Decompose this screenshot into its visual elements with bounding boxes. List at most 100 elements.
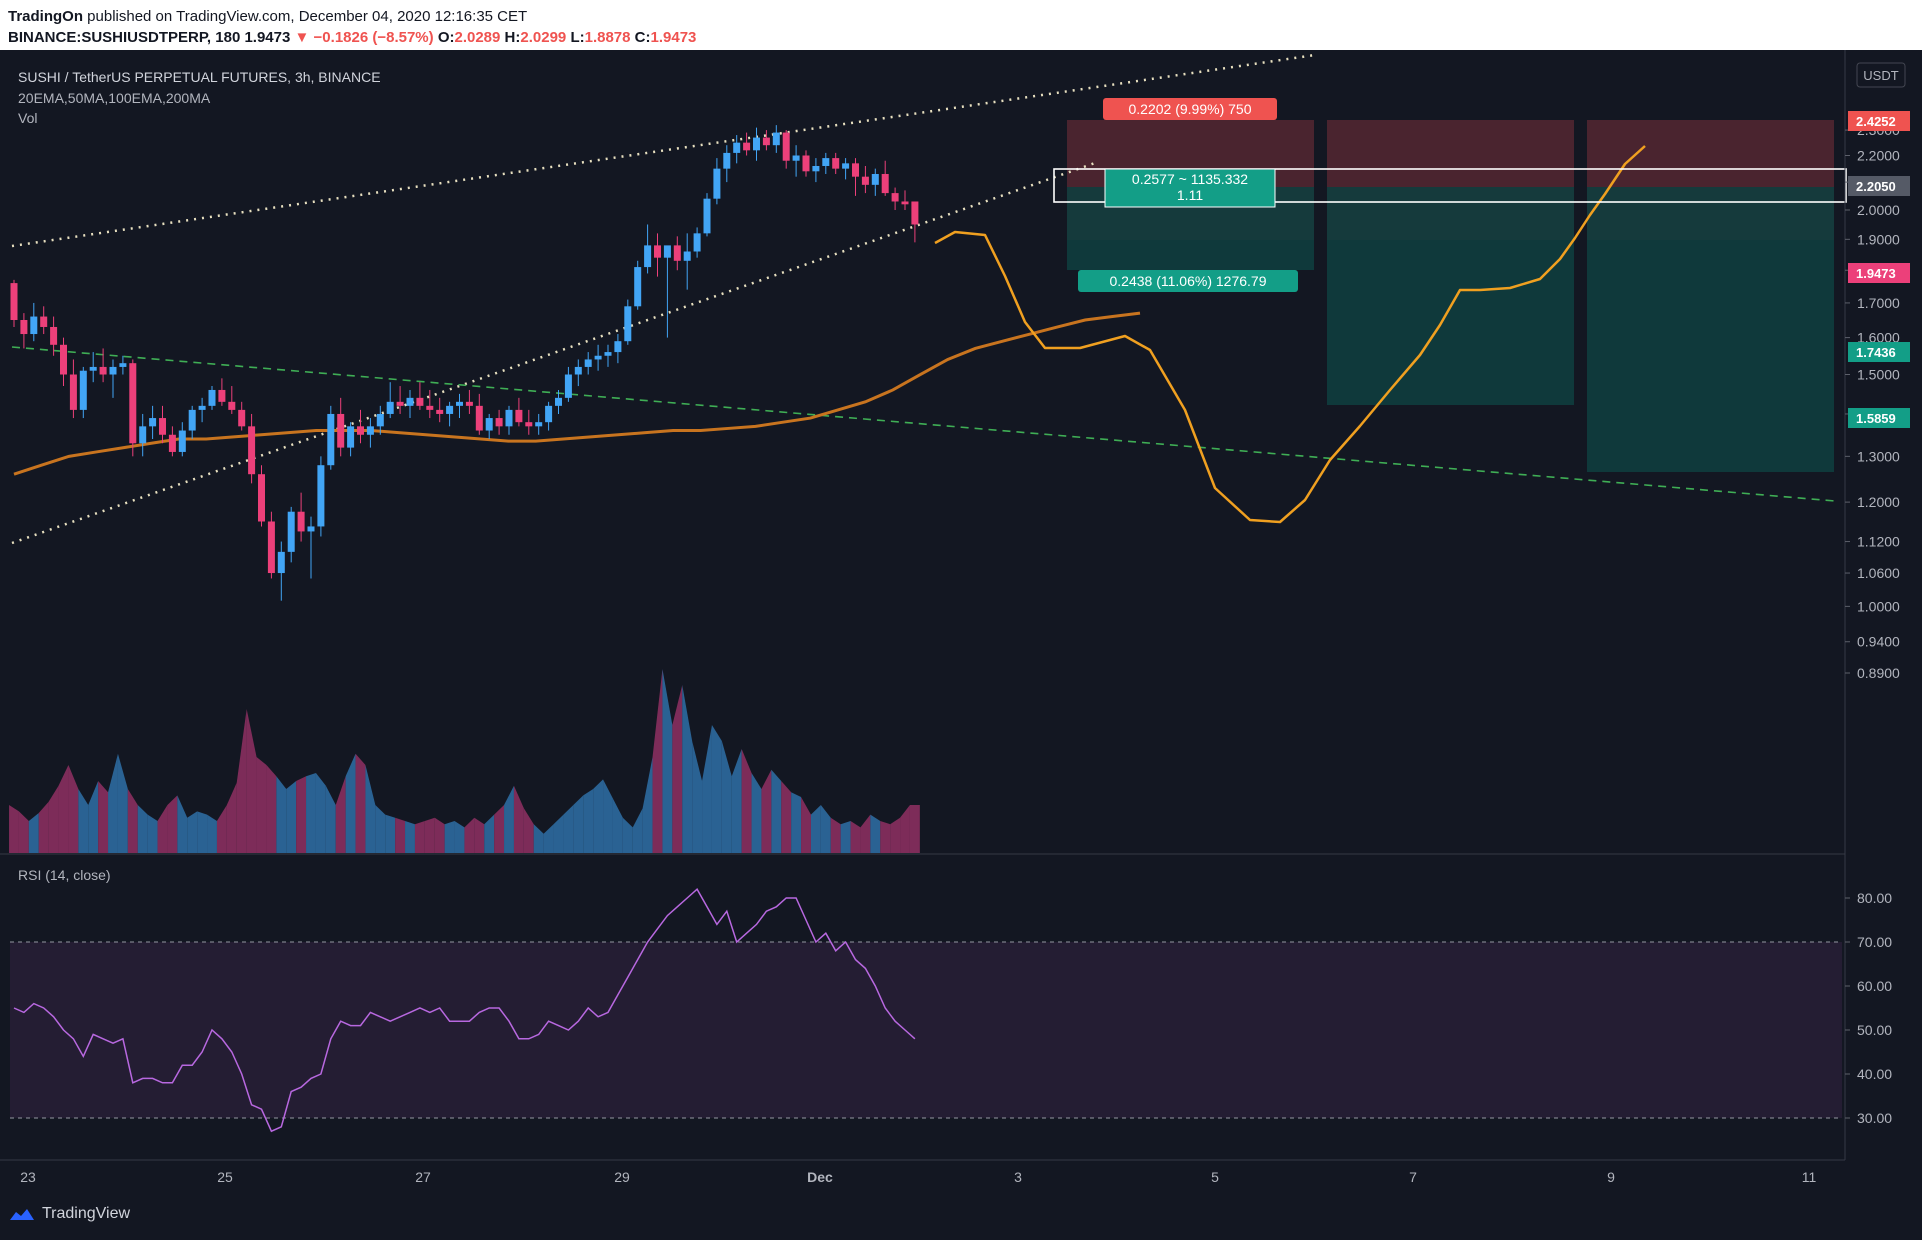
volume-bar xyxy=(296,776,307,853)
tag-t2-bg xyxy=(1848,408,1910,428)
volume-area xyxy=(9,669,920,853)
volume-bar xyxy=(197,811,208,853)
volume-bar xyxy=(741,749,752,853)
entry-box[interactable] xyxy=(1053,168,1847,203)
rsi-line xyxy=(13,888,916,1133)
time-tick-label: 23 xyxy=(20,1169,36,1185)
volume-bar xyxy=(840,821,851,853)
volume-bar xyxy=(385,814,396,853)
volume-bar xyxy=(563,805,574,853)
volume-bar xyxy=(850,821,861,853)
candle-body xyxy=(287,511,295,552)
tag-top-bg xyxy=(1848,111,1910,131)
tag-entry-bg xyxy=(1848,176,1910,196)
candle-body xyxy=(911,201,919,225)
time-tick-label: 27 xyxy=(415,1169,431,1185)
rsi-legend: RSI (14, close) xyxy=(18,867,111,883)
candle-body xyxy=(654,245,661,258)
volume-bar xyxy=(890,817,901,853)
cloud-logo-icon xyxy=(10,1209,34,1220)
currency-badge[interactable] xyxy=(1856,62,1906,88)
currency-label: USDT xyxy=(1863,68,1898,83)
volume-bar xyxy=(9,805,19,853)
volume-bar xyxy=(583,789,594,853)
candle-body xyxy=(881,173,889,194)
volume-bar xyxy=(18,811,29,853)
rsi-tick-label: 50.00 xyxy=(1857,1022,1892,1038)
candle-body xyxy=(297,511,305,532)
candle-body xyxy=(525,422,533,427)
support-trend-line[interactable] xyxy=(11,346,1836,502)
price-tick-label: 1.2000 xyxy=(1857,494,1900,510)
down-arrow-icon: ▼ xyxy=(294,29,310,46)
published-text: published on TradingView.com, December 0… xyxy=(87,8,528,25)
upper-channel-line[interactable] xyxy=(11,53,1316,248)
volume-bar xyxy=(731,749,742,853)
volume-bar xyxy=(157,805,168,853)
candle-body xyxy=(416,397,424,406)
volume-bar xyxy=(612,798,623,853)
candle-body xyxy=(535,422,543,427)
volume-bar xyxy=(68,765,79,853)
time-tick-label: 29 xyxy=(614,1169,630,1185)
candle-body xyxy=(188,409,196,431)
candle-body xyxy=(139,426,147,444)
low-label: L: xyxy=(570,29,585,46)
rsi-tick-label: 30.00 xyxy=(1857,1110,1892,1126)
candle-body xyxy=(89,366,97,371)
volume-bar xyxy=(692,741,703,853)
volume-bar xyxy=(474,817,485,853)
box-label-line2: 1.11 xyxy=(1177,187,1203,203)
price-tick-label: 1.0000 xyxy=(1857,598,1900,614)
candle-body xyxy=(891,193,899,202)
price-tick-label: 1.9000 xyxy=(1857,231,1900,247)
volume-bar xyxy=(108,753,118,853)
symbol-label: BINANCE:SUSHIUSDTPERP, 180 xyxy=(8,29,241,46)
rsi-tick-label: 40.00 xyxy=(1857,1066,1892,1082)
volume-bar xyxy=(187,811,198,853)
volume-bar xyxy=(523,808,534,853)
candle-body xyxy=(802,155,810,172)
candle-body xyxy=(693,233,701,252)
candle-body xyxy=(60,344,67,375)
candle-body xyxy=(812,165,820,172)
tag-t1: 1.7436 xyxy=(1856,345,1896,360)
volume-bar xyxy=(424,817,435,853)
candle-body xyxy=(168,434,176,452)
volume-bar xyxy=(365,765,376,853)
price-chart[interactable]: 0.2577 ~ 1135.332 1.11 0.2202 (9.99%) 75… xyxy=(0,50,1922,1200)
volume-bar xyxy=(286,781,297,853)
candle-body xyxy=(446,405,454,414)
tradingview-logo[interactable]: TradingView xyxy=(8,1205,130,1223)
publisher-name: TradingOn xyxy=(8,8,83,25)
candle-body xyxy=(555,397,562,406)
candle-body xyxy=(69,374,77,410)
candle-body xyxy=(366,426,374,435)
volume-bar xyxy=(216,805,227,853)
candle-body xyxy=(545,405,553,423)
time-axis[interactable]: 23 25 27 29 Dec 3 5 7 9 11 xyxy=(20,1169,1816,1185)
indicator-legend: 20EMA,50MA,100EMA,200MA xyxy=(18,90,211,106)
volume-bar xyxy=(711,725,722,853)
volume-bar xyxy=(256,757,267,853)
candle-body xyxy=(713,168,721,199)
volume-bar xyxy=(870,814,881,853)
rsi-axis[interactable]: 30.00 40.00 50.00 60.00 70.00 80.00 xyxy=(1845,890,1892,1126)
lower-pct-label: 0.2438 (11.06%) 1276.79 xyxy=(1110,273,1267,289)
candle-body xyxy=(624,306,632,342)
time-tick-label: 7 xyxy=(1409,1169,1417,1185)
volume-bar xyxy=(236,709,247,853)
volume-bar xyxy=(127,789,138,853)
tag-t1-bg xyxy=(1848,342,1910,362)
volume-bar xyxy=(48,785,59,853)
price-tick-label: 2.2000 xyxy=(1857,147,1900,163)
volume-bar xyxy=(78,789,89,853)
candle-body xyxy=(406,397,414,406)
volume-bar xyxy=(771,769,782,853)
candle-body xyxy=(426,405,434,410)
ema-path xyxy=(13,311,1141,476)
volume-bar xyxy=(454,821,465,853)
candle-body xyxy=(683,251,691,261)
candle-body xyxy=(10,283,18,321)
volume-bar xyxy=(751,773,762,853)
